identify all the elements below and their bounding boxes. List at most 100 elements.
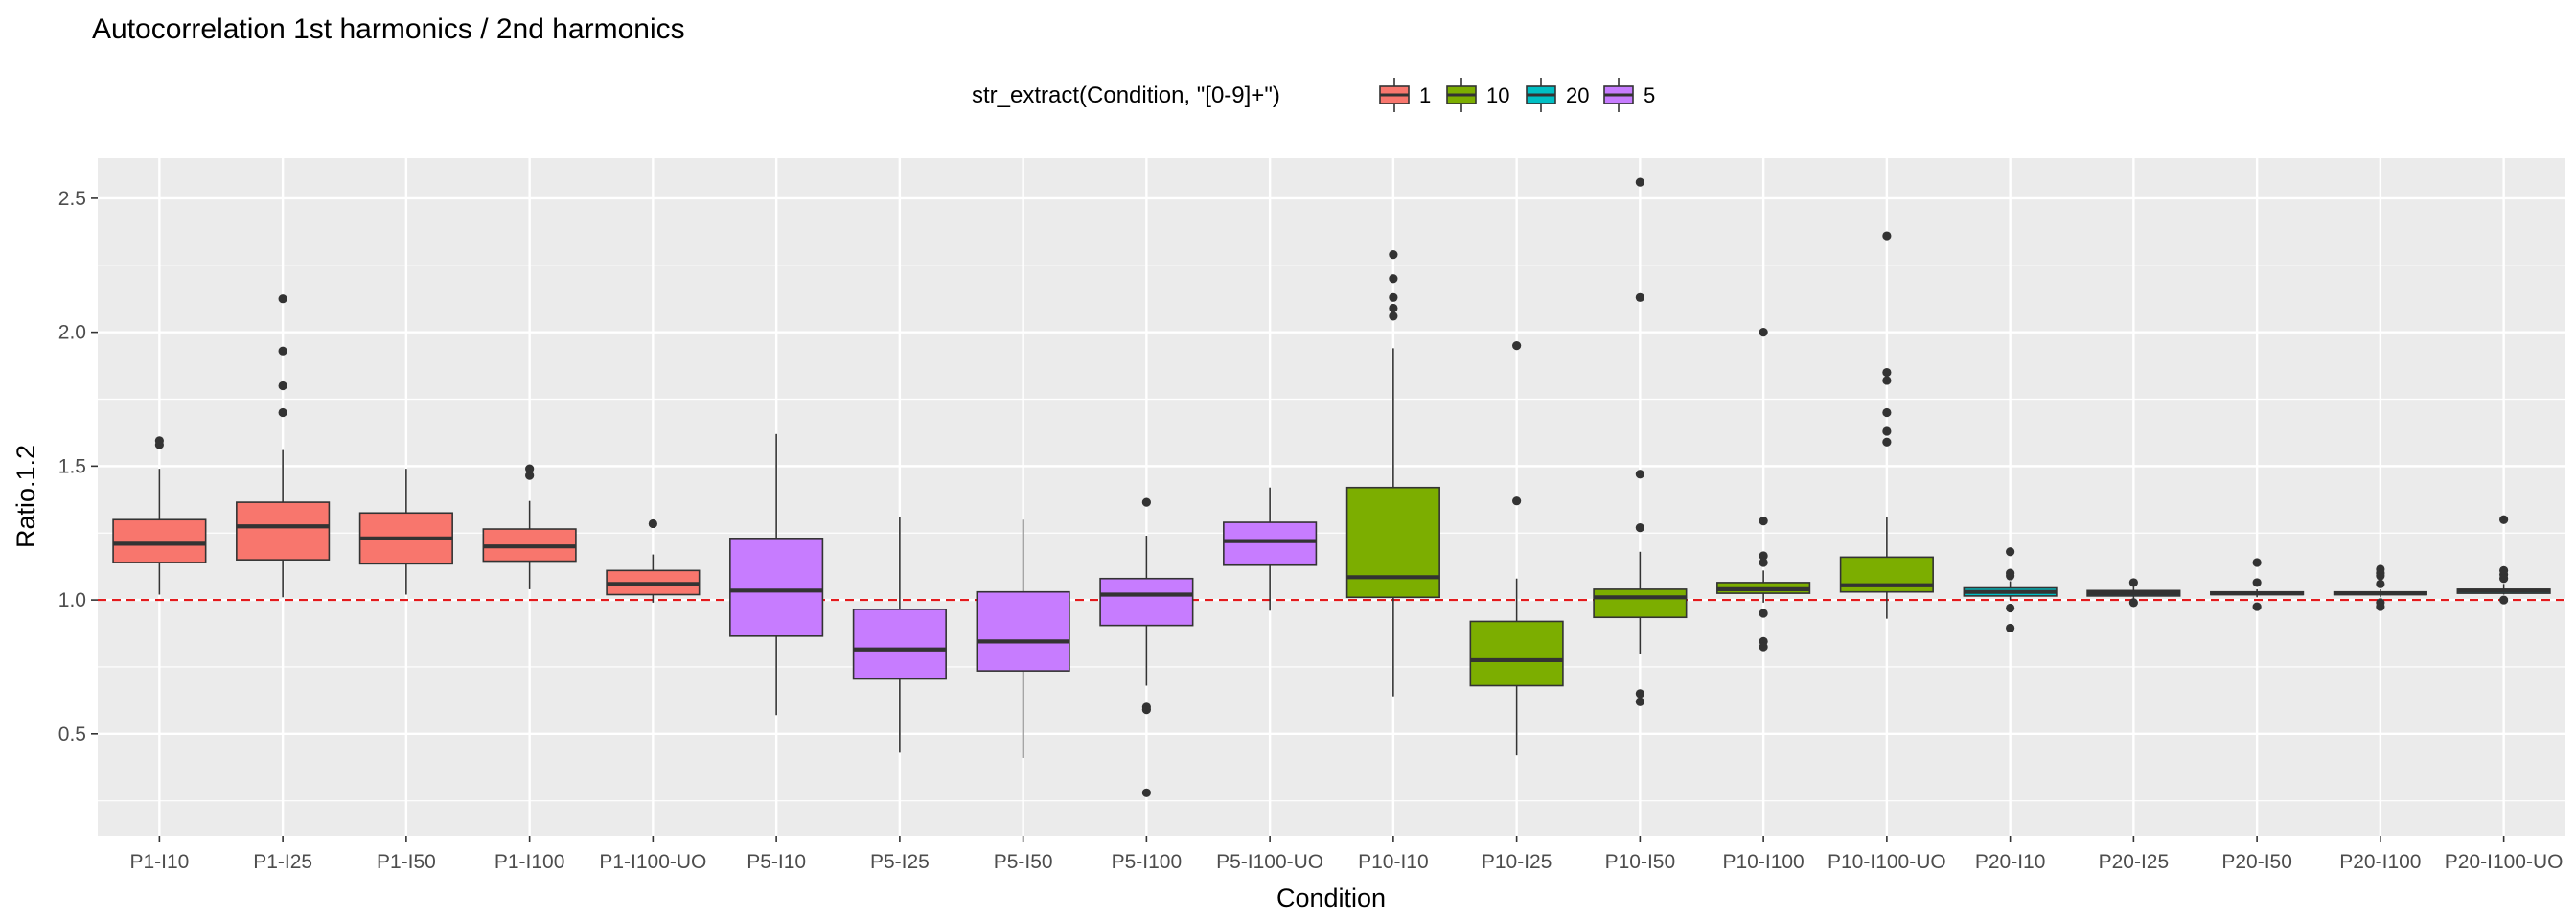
outlier-point: [1759, 642, 1768, 652]
outlier-point: [154, 436, 164, 446]
boxplot-P1-I100-UO: [606, 518, 701, 603]
outlier-point: [1141, 788, 1151, 797]
outlier-point: [2252, 558, 2262, 567]
boxplot-P20-I100-UO: [2456, 515, 2551, 605]
x-tick-label: P10-I100: [1723, 851, 1805, 873]
x-tick-label: P5-I100: [1112, 851, 1183, 873]
x-tick-label: P1-I50: [377, 851, 436, 873]
boxplot-P5-I50: [976, 519, 1070, 758]
x-tick-label: P10-I100-UO: [1828, 851, 1946, 873]
plot-panel: [98, 158, 2565, 836]
boxplot-P20-I100: [2333, 564, 2427, 611]
y-tick-label: 1.0: [58, 589, 86, 611]
outlier-point: [2376, 579, 2385, 588]
y-tick-label: 2.5: [58, 188, 86, 210]
outlier-point: [1389, 274, 1398, 284]
legend-item-10: 10: [1446, 78, 1509, 112]
outlier-point: [1635, 177, 1644, 187]
outlier-point: [1389, 292, 1398, 302]
boxplot-P1-I100: [482, 464, 577, 589]
boxplot-P10-I100-UO: [1839, 231, 1934, 619]
boxplot-P20-I25: [2086, 578, 2181, 608]
y-tick-label: 0.5: [58, 724, 86, 746]
boxplots: [112, 177, 2551, 797]
legend-label: 1: [1419, 83, 1431, 107]
x-tick-label: P10-I25: [1482, 851, 1552, 873]
outlier-point: [1759, 558, 1768, 567]
box: [1223, 521, 1318, 566]
outlier-point: [1141, 497, 1151, 507]
outlier-point: [2006, 547, 2015, 557]
legend-label: 10: [1486, 83, 1509, 107]
outlier-point: [2006, 568, 2015, 578]
x-tick-label: P5-I25: [870, 851, 930, 873]
outlier-point: [525, 464, 535, 473]
legend-title: str_extract(Condition, "[0-9]+"): [972, 82, 1280, 108]
boxplot-P20-I10: [1963, 547, 2058, 633]
x-tick-label: P20-I25: [2099, 851, 2170, 873]
box: [1346, 486, 1440, 599]
box: [976, 590, 1070, 672]
outlier-point: [2128, 598, 2138, 608]
outlier-point: [1635, 470, 1644, 479]
boxplot-P5-I100-UO: [1223, 487, 1318, 611]
outlier-point: [1759, 328, 1768, 337]
outlier-point: [1635, 689, 1644, 699]
outlier-point: [2252, 602, 2262, 611]
outlier-point: [2376, 602, 2385, 611]
boxplot-P10-I25: [1469, 341, 1564, 756]
box: [852, 609, 947, 680]
y-axis: 0.5 1.0 1.5 2.0 2.5: [58, 188, 98, 746]
outlier-point: [1759, 517, 1768, 526]
outlier-point: [1759, 551, 1768, 561]
outlier-point: [1882, 376, 1892, 385]
boxplot-P1-I10: [112, 436, 207, 595]
outlier-point: [1512, 341, 1522, 351]
legend: str_extract(Condition, "[0-9]+") 1 10 20 5: [972, 78, 1655, 112]
x-tick-label: P20-I100: [2339, 851, 2421, 873]
boxplot-P5-I10: [729, 433, 824, 716]
outlier-point: [1882, 407, 1892, 418]
outlier-point: [648, 518, 657, 529]
outlier-point: [1141, 705, 1151, 715]
outlier-point: [1882, 426, 1892, 436]
x-tick-label: P5-I100-UO: [1216, 851, 1323, 873]
outlier-point: [2499, 595, 2509, 605]
chart-title: Autocorrelation 1st harmonics / 2nd harm…: [92, 13, 685, 45]
outlier-point: [1882, 437, 1892, 447]
outlier-point: [1882, 231, 1892, 241]
outlier-point: [278, 407, 288, 418]
box: [1593, 588, 1688, 619]
boxplot-P1-I25: [236, 294, 331, 598]
y-axis-title: Ratio.1.2: [12, 445, 40, 548]
outlier-point: [1635, 292, 1644, 302]
legend-items: 1 10 20 5: [1379, 78, 1655, 112]
outlier-point: [2499, 515, 2509, 524]
boxplot-P5-I25: [852, 517, 947, 753]
outlier-point: [1882, 367, 1892, 378]
box: [1099, 577, 1194, 627]
x-tick-label: P5-I10: [747, 851, 806, 873]
outlier-point: [2006, 623, 2015, 633]
x-axis-title: Condition: [1276, 884, 1386, 912]
box: [1469, 620, 1564, 687]
legend-label: 5: [1644, 83, 1655, 107]
outlier-point: [1389, 311, 1398, 321]
legend-label: 20: [1566, 83, 1589, 107]
boxplot-P10-I50: [1593, 177, 1688, 706]
boxplot-P10-I10: [1346, 250, 1440, 697]
outlier-point: [1635, 697, 1644, 706]
outlier-point: [2128, 578, 2138, 587]
box: [729, 538, 824, 637]
legend-item-20: 20: [1526, 78, 1589, 112]
legend-item-5: 5: [1603, 78, 1655, 112]
x-tick-label: P10-I50: [1605, 851, 1676, 873]
outlier-point: [1389, 303, 1398, 313]
x-tick-label: P1-I25: [253, 851, 312, 873]
box: [236, 501, 331, 561]
x-tick-label: P20-I10: [1975, 851, 2046, 873]
x-axis: P1-I10 P1-I25 P1-I50 P1-I100 P1-I100-UO P5-I1…: [129, 836, 2563, 873]
outlier-point: [525, 471, 535, 480]
outlier-point: [2376, 564, 2385, 574]
